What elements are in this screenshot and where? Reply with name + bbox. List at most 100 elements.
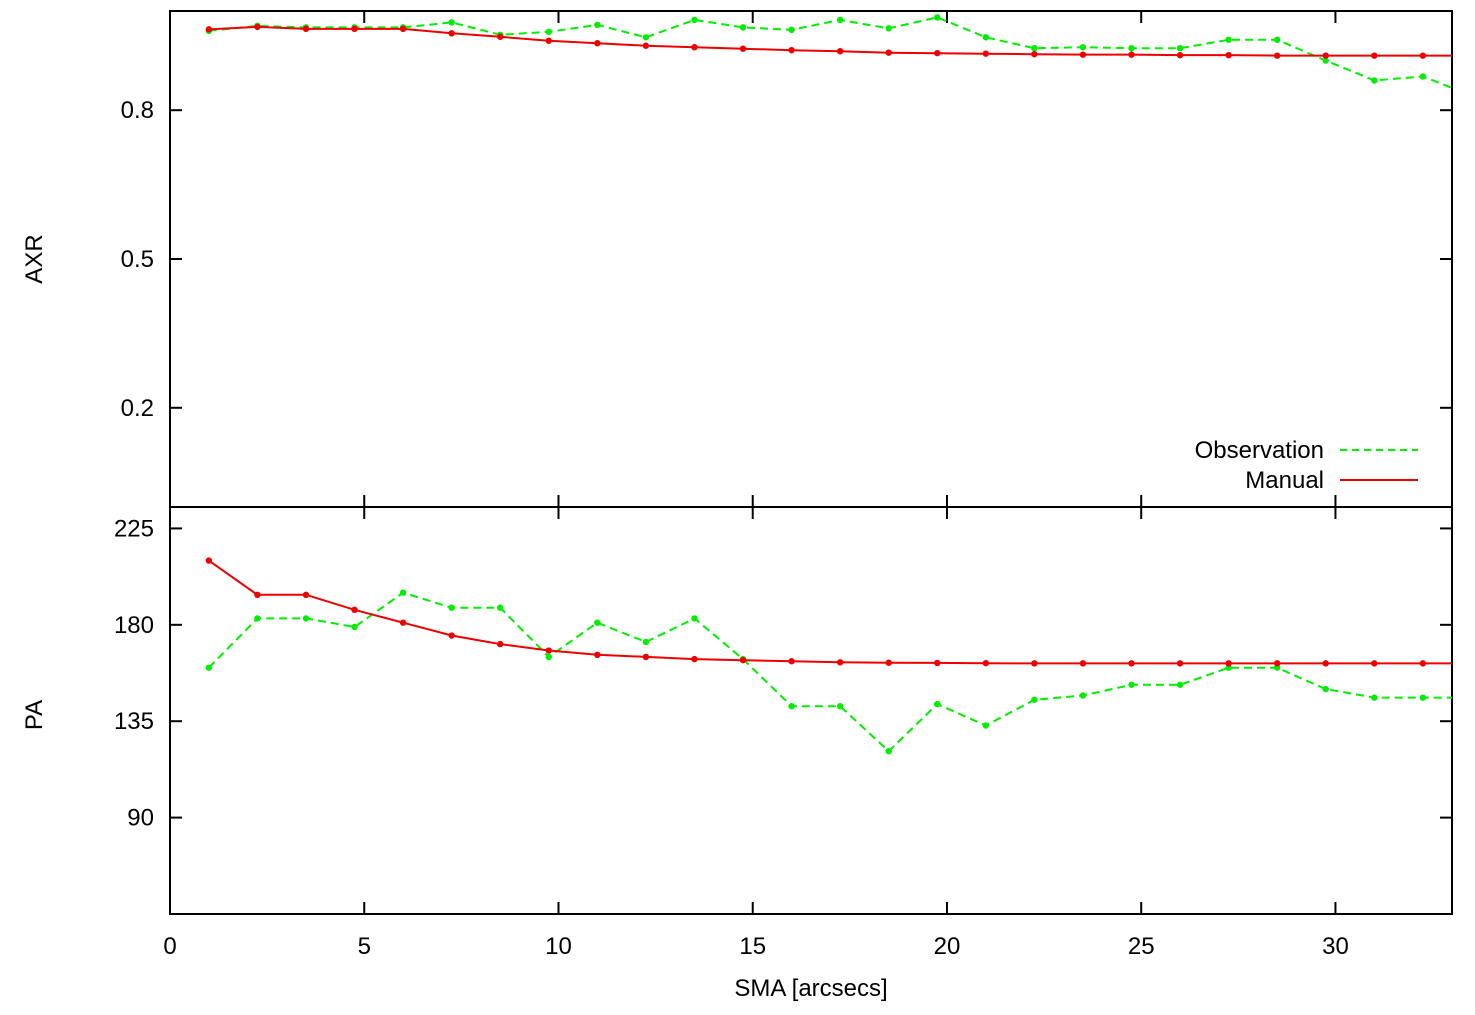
pa-point-manual	[254, 591, 261, 599]
axr-ytick-label: 0.2	[121, 395, 154, 422]
axr-panel: 0.2 0.5 0.8 AXR Observation Manual	[21, 10, 1453, 508]
axr-point-manual	[1079, 51, 1087, 58]
axr-point-manual	[934, 49, 941, 57]
axr-point-manual	[399, 25, 407, 33]
pa-point-observation	[545, 653, 552, 661]
axr-point-observation	[1371, 77, 1378, 84]
pa-point-observation	[1419, 694, 1427, 701]
pa-line-observation	[208, 591, 1452, 753]
pa-point-manual	[982, 659, 990, 667]
pa-plot-frame	[169, 506, 1453, 915]
xtick-label: 25	[1128, 933, 1155, 960]
pa-point-observation	[1031, 696, 1038, 703]
pa-point-manual	[351, 606, 358, 614]
axr-point-observation	[1176, 45, 1184, 52]
axr-point-manual	[739, 45, 747, 52]
pa-point-observation	[1322, 685, 1329, 693]
pa-point-manual	[1419, 660, 1427, 667]
axr-point-manual	[205, 26, 213, 33]
pa-panel: 90 135 180 225 0 5 10 15 20 25 30 PA SMA [arcsecs]	[21, 506, 1453, 1002]
pa-point-observation	[351, 623, 358, 631]
pa-point-manual	[1079, 660, 1087, 667]
pa-point-observation	[594, 619, 601, 626]
axr-point-observation	[642, 34, 650, 41]
pa-point-manual	[1371, 660, 1378, 667]
axr-ytick-label: 0.8	[121, 97, 154, 124]
xtick-label: 20	[934, 933, 961, 960]
pa-point-manual	[594, 651, 601, 659]
pa-point-observation	[691, 615, 698, 622]
pa-point-observation	[205, 664, 213, 671]
pa-point-observation	[934, 700, 941, 708]
pa-point-observation	[1079, 692, 1087, 699]
xtick-label: 15	[739, 933, 766, 960]
pa-axis-label: PA	[21, 700, 48, 730]
pa-ticks: 90 135 180 225 0 5 10 15 20 25 30	[114, 507, 1452, 960]
axr-point-manual	[885, 49, 892, 56]
pa-ytick-label: 90	[127, 805, 154, 832]
axr-point-observation	[1322, 57, 1329, 64]
axr-point-manual	[1322, 52, 1329, 59]
axr-point-observation	[1079, 44, 1087, 51]
pa-series	[205, 557, 1452, 755]
legend: Observation Manual	[1195, 437, 1418, 494]
axr-point-observation	[1273, 36, 1281, 43]
axr-ticks: 0.2 0.5 0.8	[121, 11, 1452, 507]
pa-point-manual	[205, 557, 213, 564]
axr-point-manual	[691, 44, 698, 51]
pa-point-observation	[1371, 694, 1378, 701]
axr-point-manual	[497, 33, 504, 40]
pa-point-observation	[642, 638, 650, 646]
pa-point-manual	[1031, 660, 1038, 667]
axr-axis-label: AXR	[21, 234, 48, 283]
pa-point-observation	[254, 615, 261, 622]
pa-point-observation	[885, 748, 892, 755]
pa-point-manual	[788, 658, 795, 665]
axr-point-observation	[739, 24, 747, 31]
xtick-label: 5	[358, 933, 371, 960]
axr-point-manual	[448, 30, 455, 37]
axr-point-manual	[1176, 51, 1184, 59]
axr-point-observation	[594, 21, 601, 29]
pa-point-manual	[934, 659, 941, 667]
axr-point-manual	[302, 25, 310, 33]
axr-point-observation	[836, 16, 844, 24]
x-axis-label: SMA [arcsecs]	[734, 975, 887, 1002]
axr-point-manual	[1225, 51, 1232, 59]
axr-point-manual	[545, 37, 552, 44]
axr-point-observation	[448, 19, 455, 26]
pa-point-manual	[1128, 660, 1135, 667]
axr-point-observation	[545, 28, 552, 36]
axr-point-observation	[1031, 45, 1038, 52]
pa-point-manual	[302, 591, 310, 599]
axr-point-observation	[982, 34, 990, 41]
axr-point-manual	[1128, 51, 1135, 58]
pa-point-observation	[1128, 681, 1135, 688]
axr-point-observation	[1225, 36, 1232, 43]
xtick-label: 30	[1322, 933, 1349, 960]
axr-point-manual	[594, 40, 601, 47]
axr-ytick-label: 0.5	[121, 246, 154, 273]
xtick-label: 10	[545, 933, 572, 960]
pa-point-manual	[497, 640, 504, 648]
pa-point-manual	[1273, 660, 1281, 667]
axr-point-manual	[1371, 52, 1378, 59]
pa-point-manual	[1176, 660, 1184, 667]
axr-point-observation	[934, 14, 941, 21]
axr-point-manual	[982, 50, 990, 57]
axr-point-observation	[1419, 73, 1427, 80]
axr-point-observation	[885, 25, 892, 32]
pa-point-manual	[739, 656, 747, 664]
axr-point-manual	[788, 46, 795, 54]
pa-point-manual	[545, 647, 552, 654]
axr-plot-frame	[169, 10, 1453, 508]
pa-point-observation	[788, 703, 795, 710]
pa-point-observation	[836, 703, 844, 710]
legend-label-observation: Observation	[1195, 437, 1324, 464]
pa-point-observation	[982, 722, 990, 729]
axr-point-observation	[691, 16, 698, 24]
pa-line-manual	[208, 559, 1452, 665]
axr-point-observation	[788, 26, 795, 34]
axr-point-manual	[1419, 52, 1427, 59]
